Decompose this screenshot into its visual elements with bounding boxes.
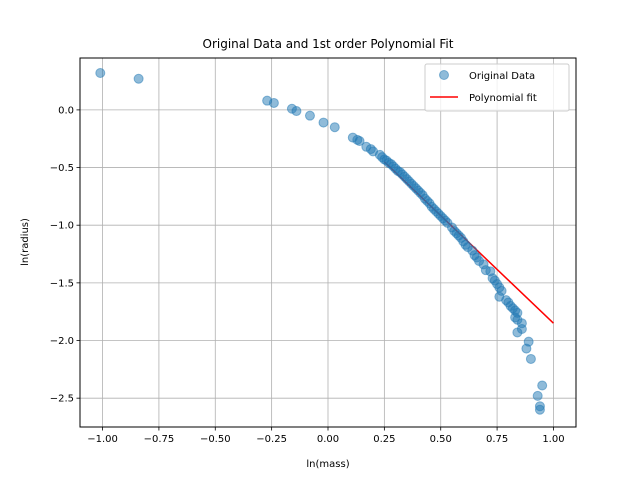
y-tick-label: −0.5	[50, 163, 74, 174]
x-tick-label: −1.00	[87, 434, 118, 445]
legend: Original Data Polynomial fit	[424, 63, 570, 112]
x-axis-label: ln(mass)	[306, 459, 349, 470]
axis-ticks: −1.00 −0.75 −0.50 −0.25 0.00 0.25 0.50 0.75 1.00…	[50, 105, 565, 445]
legend-label-original-data: Original Data	[469, 71, 535, 82]
data-point	[304, 110, 315, 121]
x-tick-label: −0.75	[144, 434, 175, 445]
y-axis-label: ln(radius)	[20, 218, 31, 266]
y-tick-label: 0.0	[58, 105, 74, 116]
y-tick-label: −1.0	[50, 221, 74, 232]
data-point	[133, 73, 144, 84]
data-point	[537, 380, 548, 391]
data-point	[532, 390, 543, 401]
x-tick-label: −0.50	[200, 434, 231, 445]
legend-label-polynomial-fit: Polynomial fit	[469, 93, 537, 104]
data-point	[329, 122, 340, 133]
x-tick-label: −0.25	[256, 434, 287, 445]
data-point	[354, 136, 365, 147]
data-points-layer	[95, 67, 548, 415]
x-tick-label: 0.00	[317, 434, 339, 445]
x-tick-label: 0.25	[373, 434, 395, 445]
data-point	[268, 97, 279, 108]
data-point	[525, 353, 536, 364]
y-tick-label: −2.5	[50, 394, 74, 405]
data-point	[291, 106, 302, 117]
chart-title: Original Data and 1st order Polynomial F…	[203, 37, 454, 51]
x-tick-label: 1.00	[542, 434, 564, 445]
legend-scatter-marker	[439, 70, 449, 80]
y-tick-label: −2.0	[50, 336, 74, 347]
data-point	[534, 404, 545, 415]
data-point	[521, 343, 532, 354]
legend-box	[424, 63, 570, 112]
x-tick-label: 0.50	[430, 434, 452, 445]
y-tick-label: −1.5	[50, 278, 74, 289]
data-point	[95, 67, 106, 78]
data-point	[318, 117, 329, 128]
data-point	[512, 327, 523, 338]
x-tick-label: 0.75	[486, 434, 508, 445]
